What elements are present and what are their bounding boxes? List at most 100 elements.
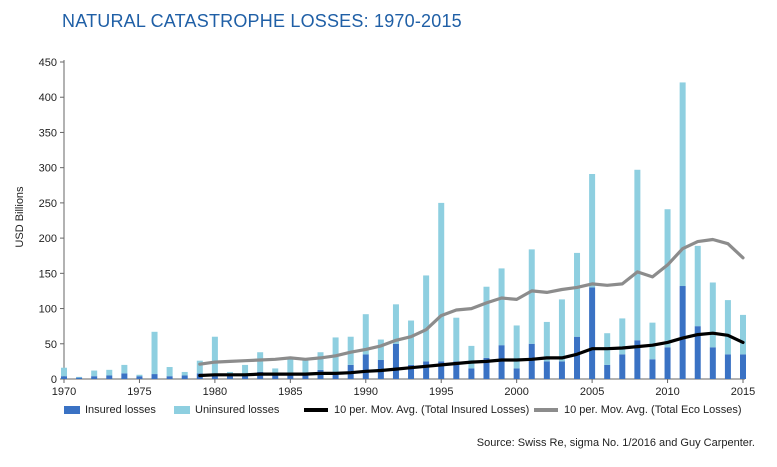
bar-insured (423, 361, 430, 379)
bar-uninsured (543, 321, 550, 362)
bar-insured (679, 286, 686, 379)
bar-insured (574, 336, 581, 379)
legend-item-insured-avg: 10 per. Mov. Avg. (Total Insured Losses) (304, 404, 529, 416)
x-tick-label: 1975 (127, 386, 151, 398)
bar-insured (106, 375, 113, 379)
bar-uninsured (166, 367, 173, 377)
bar-insured (634, 340, 641, 379)
source-note: Source: Swiss Re, sigma No. 1/2016 and G… (476, 437, 755, 449)
x-tick-label: 2000 (504, 386, 528, 398)
bar-uninsured (498, 268, 505, 346)
y-tick-label: 150 (39, 268, 57, 280)
bar-insured (468, 368, 475, 379)
bar-uninsured (709, 282, 716, 348)
chart-canvas: 0 50 100 150 200 250 300 350 400 450 1970 1975 1980 1… (39, 57, 756, 398)
legend-label-uninsured: Uninsured losses (195, 404, 280, 416)
bar-insured (558, 361, 565, 379)
legend-swatch-insured-avg (304, 408, 328, 412)
y-tick-label: 450 (39, 57, 57, 69)
bar-uninsured (558, 299, 565, 362)
bar-insured (498, 345, 505, 379)
bar-uninsured (423, 275, 430, 362)
bar-uninsured (679, 82, 686, 287)
bar-uninsured (377, 339, 384, 360)
bar-insured (740, 354, 746, 379)
bar-insured (61, 376, 67, 379)
bar-uninsured (438, 202, 445, 362)
x-tick-label: 2015 (731, 386, 755, 398)
bar-uninsured (121, 364, 128, 374)
line-eco-moving-average (198, 237, 745, 366)
bar-insured (619, 354, 626, 379)
bar-insured (453, 361, 460, 379)
bar-insured (181, 375, 188, 379)
bar-insured (136, 376, 143, 379)
bar-insured (589, 287, 596, 379)
bar-insured (408, 364, 415, 379)
bar-uninsured (513, 325, 520, 369)
bar-uninsured (724, 300, 731, 355)
y-tick-label: 200 (39, 233, 57, 245)
bar-uninsured (619, 318, 626, 355)
bar-uninsured (91, 370, 98, 377)
bar-uninsured (694, 245, 701, 327)
chart-title: NATURAL CATASTROPHE LOSSES: 1970-2015 (62, 11, 462, 31)
bar-uninsured (272, 368, 279, 375)
bar-uninsured (106, 369, 113, 376)
bar-uninsured (302, 359, 309, 375)
bar-insured (226, 375, 233, 379)
bar-insured (438, 361, 445, 379)
bar-insured (302, 374, 309, 379)
y-tick-label: 300 (39, 163, 57, 175)
legend-item-insured: Insured losses (64, 404, 156, 416)
bar-insured (121, 373, 128, 379)
bar-insured (513, 368, 520, 379)
legend-label-eco-avg: 10 per. Mov. Avg. (Total Eco Losses) (564, 404, 742, 416)
x-tick-label: 1970 (52, 386, 76, 398)
legend: Insured losses Uninsured losses 10 per. … (64, 404, 764, 422)
legend-item-eco-avg: 10 per. Mov. Avg. (Total Eco Losses) (534, 404, 742, 416)
legend-swatch-eco-avg (534, 408, 558, 412)
bar-uninsured (392, 304, 399, 344)
bar-insured (362, 354, 369, 379)
bar-insured (332, 373, 339, 379)
y-tick-label: 350 (39, 127, 57, 139)
bar-insured (694, 326, 701, 379)
bar-insured (76, 377, 83, 379)
legend-swatch-uninsured (174, 406, 190, 414)
bar-uninsured (76, 376, 83, 378)
bar-insured (543, 361, 550, 379)
y-tick-label: 100 (39, 304, 57, 316)
y-tick-label: 250 (39, 198, 57, 210)
bar-uninsured (196, 360, 203, 374)
bar-uninsured (362, 314, 369, 355)
line-insured-moving-average (198, 331, 745, 378)
bar-uninsured (634, 169, 641, 341)
legend-item-uninsured: Uninsured losses (174, 404, 279, 416)
y-tick-label: 0 (51, 374, 57, 386)
bar-insured (664, 347, 671, 379)
bar-uninsured (589, 174, 596, 288)
x-tick-label: 1980 (203, 386, 227, 398)
bar-uninsured (136, 374, 143, 377)
bar-insured (287, 372, 294, 379)
x-tick-label: 2005 (580, 386, 604, 398)
bar-uninsured (181, 371, 188, 376)
bar-insured (724, 354, 731, 379)
legend-label-insured-avg: 10 per. Mov. Avg. (Total Insured Losses) (334, 404, 530, 416)
bar-insured (211, 374, 218, 379)
bar-uninsured (408, 320, 415, 365)
bar-insured (392, 343, 399, 379)
bar-uninsured (649, 322, 656, 360)
bar-insured (272, 374, 279, 379)
bar-uninsured (242, 364, 249, 375)
bar-uninsured (317, 352, 324, 370)
bar-insured (709, 347, 716, 379)
y-tick-label: 400 (39, 92, 57, 104)
bar-insured (166, 376, 173, 379)
legend-label-insured: Insured losses (85, 404, 156, 416)
bar-uninsured (664, 209, 671, 348)
bar-insured (528, 343, 535, 379)
x-tick-label: 1990 (354, 386, 378, 398)
x-tick-label: 1985 (278, 386, 302, 398)
